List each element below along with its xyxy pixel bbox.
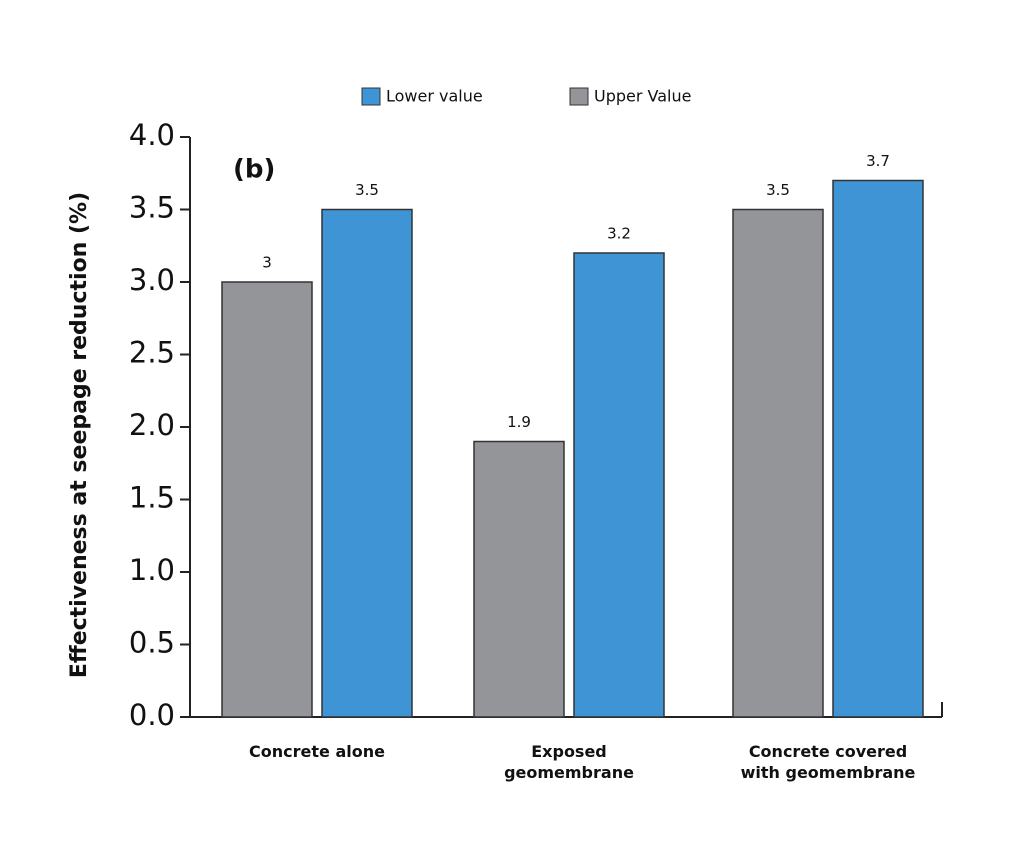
legend-swatch [569, 87, 589, 106]
bar [573, 252, 665, 718]
legend-label: Lower value [386, 87, 483, 106]
y-tick-label: 1.0 [129, 553, 175, 587]
x-tick-label: Concrete covered with geomembrane [740, 742, 916, 782]
bar [321, 208, 413, 718]
y-tick-label: 1.5 [129, 481, 175, 515]
y-tick-label: 4.0 [129, 118, 175, 152]
bar [473, 440, 565, 718]
annotation: (b) [233, 155, 275, 185]
y-tick-label: 0.5 [129, 626, 175, 660]
x-tick-label: Exposed geomembrane [504, 742, 634, 782]
value-label: 3.5 [766, 181, 790, 199]
legend-label: Upper Value [594, 87, 691, 106]
y-axis-label: Effectiveness at seepage reduction (%) [67, 192, 92, 678]
value-label: 3 [262, 254, 272, 272]
y-tick-label: 2.0 [129, 408, 175, 442]
y-tick-label: 3.5 [129, 191, 175, 225]
x-tick-label: Concrete alone [249, 742, 385, 761]
y-tick-label: 0.0 [129, 698, 175, 732]
legend-swatch [361, 87, 381, 106]
bar [221, 281, 313, 718]
bar [732, 208, 824, 718]
y-tick-label: 3.0 [129, 263, 175, 297]
bar [832, 179, 924, 718]
value-label: 3.7 [866, 152, 890, 170]
value-label: 1.9 [507, 413, 531, 431]
y-tick-label: 2.5 [129, 336, 175, 370]
value-label: 3.2 [607, 225, 631, 243]
value-label: 3.5 [355, 181, 379, 199]
